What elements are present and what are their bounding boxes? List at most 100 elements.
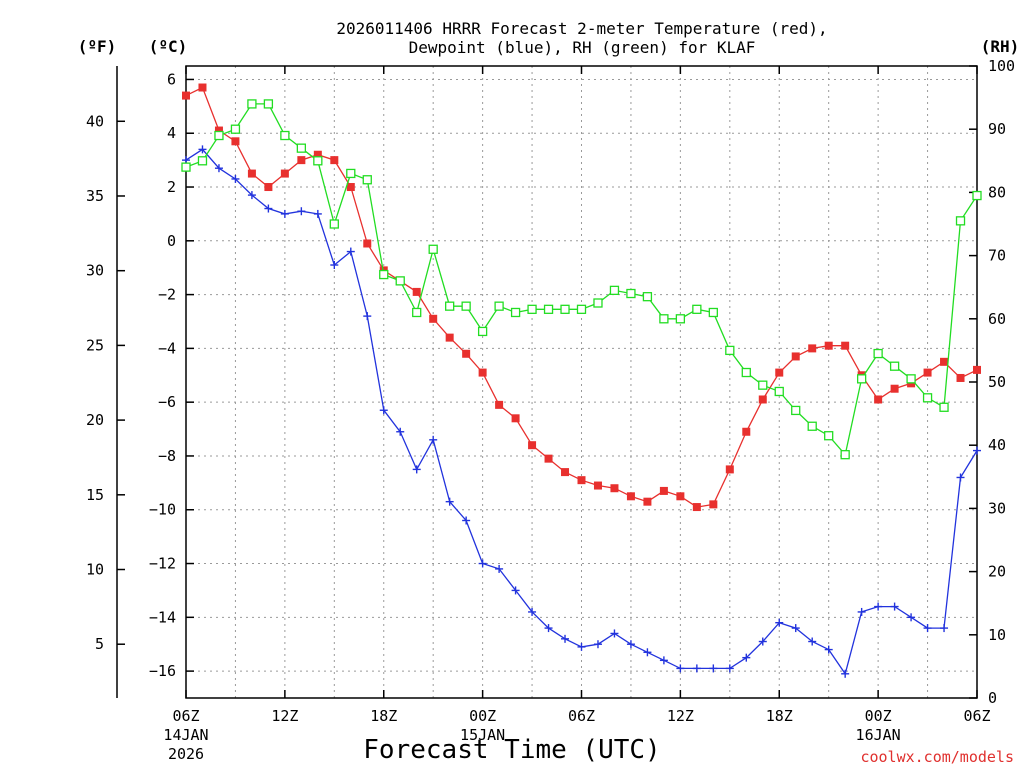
temperature-point <box>973 365 981 374</box>
date-label: 15JAN <box>460 726 505 744</box>
series-temperature <box>182 83 981 512</box>
rh-point <box>675 314 686 324</box>
fahrenheit-tick-label: 25 <box>86 336 104 354</box>
rh-point <box>197 156 208 166</box>
celsius-tick-label: 0 <box>167 232 176 250</box>
x-tick-label: 06Z <box>963 707 990 725</box>
x-tick-label: 06Z <box>172 707 199 725</box>
rh-point <box>445 301 455 311</box>
temperature-point <box>313 150 322 159</box>
unit-fahrenheit-label: (ºF) <box>78 37 117 56</box>
temperature-point <box>626 492 635 501</box>
dewpoint-point <box>544 624 553 633</box>
rh-point <box>560 304 570 314</box>
temperature-point <box>264 183 273 192</box>
chart-title-line1: 2026011406 HRRR Forecast 2-meter Tempera… <box>336 19 827 38</box>
temperature-point <box>709 500 718 509</box>
x-tick-label: 12Z <box>271 707 298 725</box>
rh-tick-label: 40 <box>988 436 1006 454</box>
dewpoint-point <box>841 669 850 678</box>
dewpoint-point <box>198 145 207 154</box>
rh-tick-label: 20 <box>988 563 1006 581</box>
rh-point <box>873 348 883 359</box>
temperature-point <box>280 169 289 178</box>
dewpoint-point <box>577 642 586 651</box>
x-tick-label: 00Z <box>865 707 892 725</box>
dewpoint-point <box>758 637 767 646</box>
series-layer <box>181 83 982 678</box>
unit-celsius-label: (ºC) <box>149 37 188 56</box>
celsius-tick-label: −6 <box>158 393 176 411</box>
dewpoint-point <box>214 164 223 173</box>
temperature-point <box>940 357 949 366</box>
dewpoint-point <box>775 618 784 627</box>
dewpoint-point <box>857 607 866 616</box>
rh-point <box>181 162 191 172</box>
dewpoint-point <box>412 465 421 474</box>
rh-point <box>939 402 949 412</box>
rh-point <box>247 99 257 109</box>
rh-point <box>659 314 669 324</box>
dewpoint-point <box>561 634 570 643</box>
dewpoint-point <box>659 656 668 665</box>
rh-point <box>741 367 751 378</box>
temperature-point <box>182 91 190 100</box>
x-tick-label: 00Z <box>469 707 496 725</box>
dewpoint-point <box>907 613 916 622</box>
rh-point <box>576 304 587 314</box>
celsius-tick-label: −4 <box>158 339 176 357</box>
temperature-point <box>528 441 537 450</box>
dewpoint-point <box>379 406 388 415</box>
dewpoint-point <box>478 559 487 568</box>
dewpoint-point <box>346 247 355 256</box>
temperature-point <box>363 239 372 248</box>
temperature-point <box>775 368 784 377</box>
rh-point <box>296 143 307 153</box>
temperature-point <box>659 486 668 495</box>
rh-point <box>725 345 735 356</box>
dewpoint-point <box>709 664 718 673</box>
dewpoint-point <box>495 564 504 573</box>
rh-point <box>395 276 405 286</box>
rh-point <box>477 326 488 337</box>
temperature-point <box>445 333 454 342</box>
rh-point <box>906 374 916 384</box>
rh-tick-label: 50 <box>988 373 1006 391</box>
fahrenheit-tick-label: 10 <box>86 561 104 579</box>
date-label: 2026 <box>168 745 204 763</box>
rh-point <box>791 405 801 416</box>
temperature-point <box>346 183 355 192</box>
temperature-point <box>297 156 306 165</box>
credit-text: coolwx.com/models <box>860 748 1014 766</box>
dewpoint-point <box>445 497 454 506</box>
rh-tick-label: 80 <box>988 183 1006 201</box>
temperature-point <box>561 468 570 477</box>
fahrenheit-tick-label: 40 <box>86 112 104 130</box>
celsius-tick-label: −2 <box>158 286 176 304</box>
rh-point <box>955 216 966 226</box>
rh-point <box>280 130 290 141</box>
dewpoint-point <box>313 209 322 218</box>
rh-tick-label: 30 <box>988 499 1006 517</box>
date-label: 16JAN <box>856 726 901 744</box>
rh-point <box>824 431 834 441</box>
celsius-tick-label: 6 <box>167 70 176 88</box>
temperature-point <box>478 368 487 377</box>
x-tick-label: 18Z <box>370 707 397 725</box>
rh-point <box>758 380 768 390</box>
temperature-point <box>808 344 817 353</box>
rh-point <box>972 190 982 201</box>
series-rh <box>181 99 982 460</box>
temperature-point <box>742 427 751 436</box>
dewpoint-point <box>956 473 965 482</box>
rh-point <box>527 304 537 314</box>
text-layer: 2026011406 HRRR Forecast 2-meter Tempera… <box>78 19 1020 766</box>
dewpoint-point <box>610 629 619 638</box>
dewpoint-point <box>429 435 438 444</box>
temperature-point <box>643 497 652 506</box>
dewpoint-point <box>808 637 817 646</box>
rh-point <box>856 374 867 384</box>
rh-point <box>362 175 372 185</box>
celsius-tick-label: −8 <box>158 447 176 465</box>
